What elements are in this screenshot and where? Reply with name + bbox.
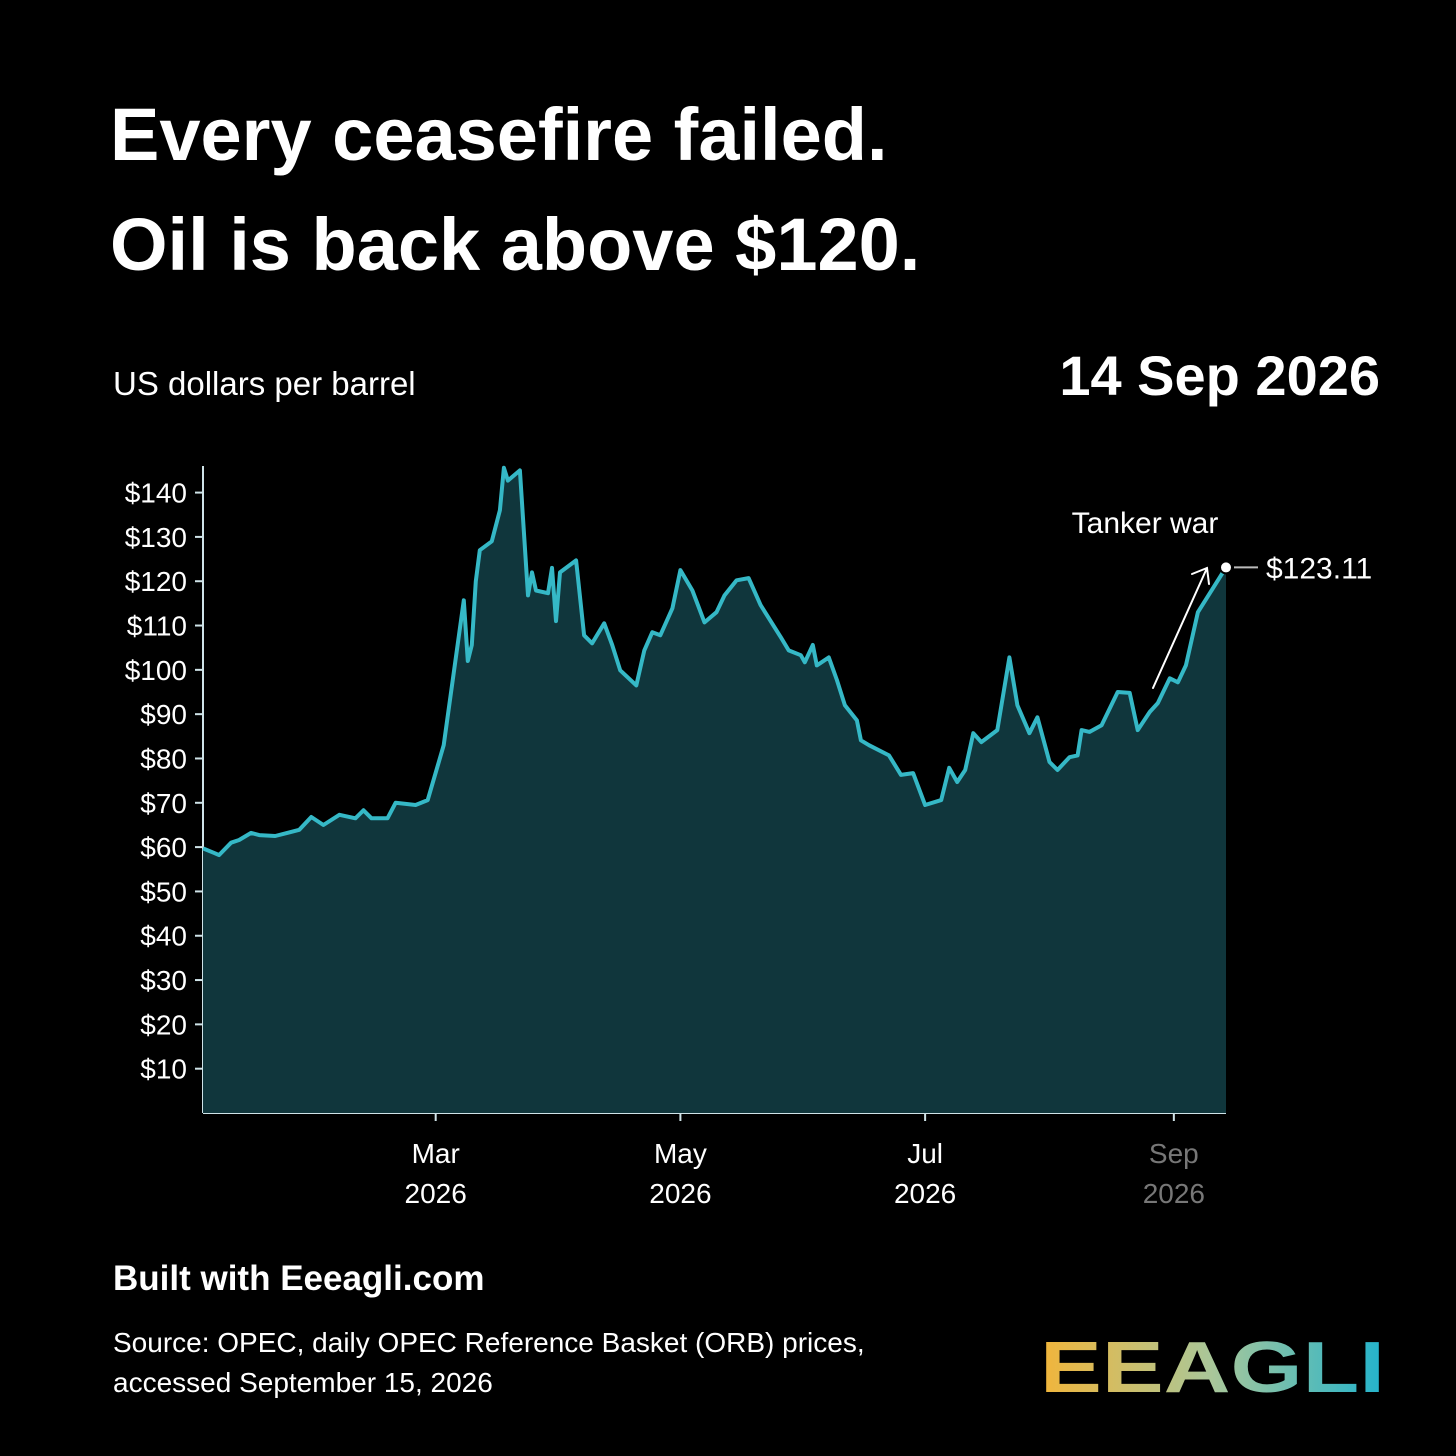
x-tick-label: Jul 2026 bbox=[894, 1138, 956, 1209]
end-label: $123.11 bbox=[1266, 552, 1372, 585]
y-tick-label: $90 bbox=[140, 699, 187, 730]
y-tick-label: $30 bbox=[140, 965, 187, 996]
y-tick-label: $10 bbox=[140, 1054, 187, 1085]
y-tick-label: $80 bbox=[140, 743, 187, 774]
source: Source: OPEC, daily OPEC Reference Baske… bbox=[113, 1327, 865, 1358]
annotation: Tanker war bbox=[1072, 507, 1219, 540]
annotation-arrow bbox=[1152, 566, 1210, 689]
end-point bbox=[1219, 560, 1233, 575]
chart-title: Oil is back above $120. bbox=[110, 203, 920, 286]
line bbox=[202, 465, 1228, 858]
y-tick-label: $100 bbox=[125, 655, 187, 686]
y-tick-label: $20 bbox=[140, 1009, 187, 1040]
x-tick-label: May 2026 bbox=[649, 1138, 711, 1209]
y-tick-label: $40 bbox=[140, 921, 187, 952]
y-tick-label: $110 bbox=[127, 611, 187, 642]
source: accessed September 15, 2026 bbox=[113, 1367, 493, 1398]
built-with: Built with Eeeagli.com bbox=[113, 1259, 484, 1298]
y-tick-label: $50 bbox=[140, 876, 187, 907]
y-tick-label: $130 bbox=[125, 522, 187, 553]
x-tick-label: Mar 2026 bbox=[405, 1138, 467, 1209]
chart-title: Every ceasefire failed. bbox=[110, 93, 888, 176]
y-tick-label: $60 bbox=[140, 832, 187, 863]
subtitle: US dollars per barrel bbox=[113, 365, 416, 402]
logo: EEAGLI bbox=[1040, 1328, 1385, 1408]
y-tick-label: $120 bbox=[125, 566, 187, 597]
date-label: 14 Sep 2026 bbox=[1059, 344, 1380, 407]
y-tick-label: $70 bbox=[140, 788, 187, 819]
y-tick-label: $140 bbox=[125, 478, 187, 509]
x-tick-label: Sep 2026 bbox=[1143, 1138, 1205, 1209]
area bbox=[203, 467, 1226, 1113]
